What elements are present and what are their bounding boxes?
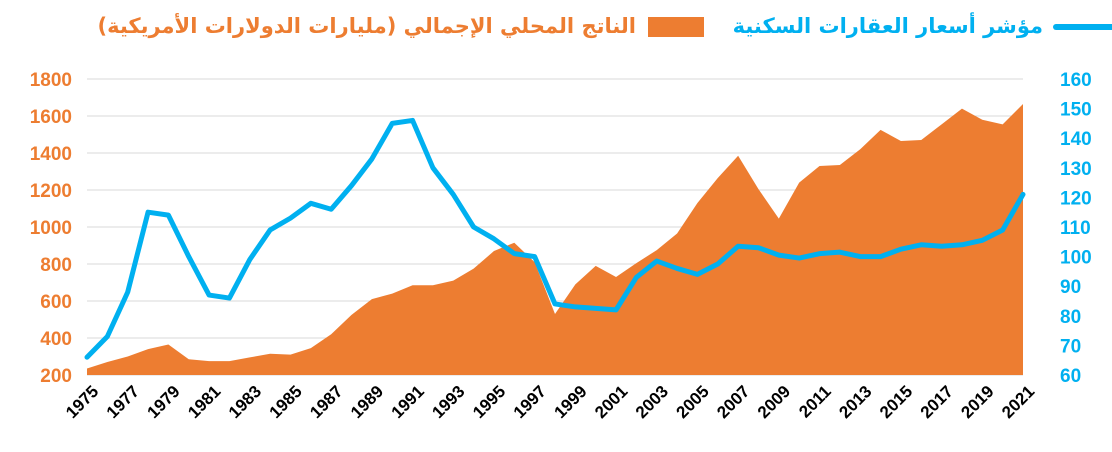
right-axis-ticks: 60 70 80 90 100 110 120 130 140 150 160 xyxy=(1060,70,1092,387)
x-tick-label: 1997 xyxy=(510,382,550,422)
right-tick-label: 160 xyxy=(1060,70,1092,91)
right-tick-label: 140 xyxy=(1060,129,1092,150)
x-axis-ticks: 1975 1977 1979 1981 1983 1985 1987 1989 1991 1993… xyxy=(62,382,1038,422)
right-tick-label: 70 xyxy=(1060,336,1081,357)
right-tick-label: 110 xyxy=(1060,218,1091,239)
left-tick-label: 1200 xyxy=(30,181,72,202)
legend-line-label: مؤشر أسعار العقارات السكنية xyxy=(733,11,1043,38)
gdp-area-series xyxy=(87,103,1023,375)
x-tick-label: 1989 xyxy=(347,382,387,422)
left-axis-ticks: 200 400 600 800 1000 1200 1400 1600 1800 xyxy=(30,70,72,387)
left-tick-label: 600 xyxy=(40,292,72,313)
x-tick-label: 1983 xyxy=(225,382,265,422)
legend: مؤشر أسعار العقارات السكنية الناتج المحل… xyxy=(97,11,1112,38)
x-tick-label: 2009 xyxy=(754,382,794,422)
x-tick-label: 2015 xyxy=(876,382,916,422)
x-tick-label: 1975 xyxy=(62,382,102,422)
left-tick-label: 1400 xyxy=(30,144,72,165)
x-tick-label: 1981 xyxy=(184,382,224,422)
right-tick-label: 60 xyxy=(1060,366,1081,387)
x-tick-label: 1987 xyxy=(306,382,346,422)
right-tick-label: 90 xyxy=(1060,277,1081,298)
x-tick-label: 2021 xyxy=(998,382,1038,422)
right-tick-label: 120 xyxy=(1060,188,1092,209)
x-tick-label: 1993 xyxy=(428,382,468,422)
x-tick-label: 1999 xyxy=(550,382,590,422)
right-tick-label: 130 xyxy=(1060,159,1092,180)
x-tick-label: 2019 xyxy=(957,382,997,422)
legend-area-label: الناتج المحلي الإجمالي (مليارات الدولارا… xyxy=(97,12,636,38)
x-tick-label: 1991 xyxy=(388,382,428,422)
right-tick-label: 80 xyxy=(1060,307,1081,328)
x-tick-label: 1977 xyxy=(103,382,143,422)
left-tick-label: 200 xyxy=(40,366,72,387)
left-tick-label: 1600 xyxy=(30,107,72,128)
x-tick-label: 2017 xyxy=(917,382,957,422)
x-tick-label: 1985 xyxy=(266,382,306,422)
right-tick-label: 150 xyxy=(1060,100,1092,121)
left-tick-label: 1800 xyxy=(30,70,72,91)
legend-area-swatch xyxy=(648,17,704,37)
left-tick-label: 400 xyxy=(40,329,72,350)
x-tick-label: 2013 xyxy=(835,382,875,422)
x-tick-label: 1995 xyxy=(469,382,509,422)
x-tick-label: 2007 xyxy=(713,382,753,422)
x-tick-label: 1979 xyxy=(144,382,184,422)
left-tick-label: 800 xyxy=(40,255,72,276)
price-index-line xyxy=(84,117,1026,360)
x-tick-label: 2003 xyxy=(632,382,672,422)
grid-lines xyxy=(87,78,1023,376)
x-tick-label: 2011 xyxy=(795,382,835,422)
x-tick-label: 2001 xyxy=(591,382,631,422)
right-tick-label: 100 xyxy=(1060,248,1092,269)
left-tick-label: 1000 xyxy=(30,218,72,239)
x-tick-label: 2005 xyxy=(673,382,713,422)
price-index-line-series xyxy=(84,117,1026,360)
gdp-area xyxy=(87,103,1023,375)
